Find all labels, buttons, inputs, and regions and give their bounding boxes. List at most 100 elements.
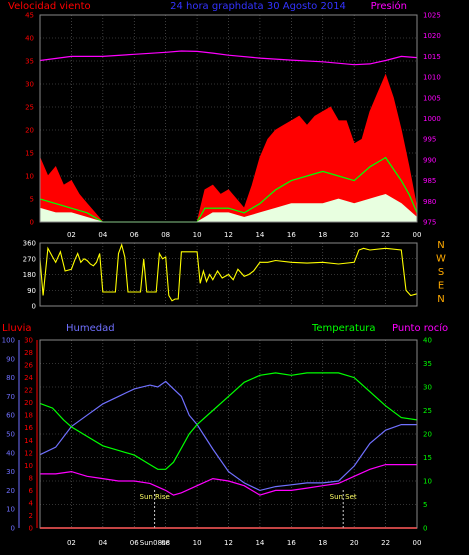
wind-average-line <box>39 156 418 223</box>
compass-label: N <box>437 294 444 305</box>
humidity-tick-label: 80 <box>6 374 15 382</box>
plot-frame <box>39 14 418 223</box>
humidity-tick-label: 90 <box>6 355 15 363</box>
rain-tick-label: 18 <box>24 412 33 420</box>
y2-tick-label: 1020 <box>423 32 441 40</box>
y-tick-label: 90 <box>27 287 36 295</box>
rain-tick-label: 26 <box>24 362 33 370</box>
rain-tick-label: 30 <box>24 337 33 345</box>
humidity-tick-label: 70 <box>6 393 15 401</box>
x-tick-label: 18 <box>318 231 327 239</box>
y-tick-label: 15 <box>25 150 34 158</box>
humidity-tick-label: 10 <box>6 506 15 514</box>
x-tick-label: 04 <box>98 231 107 239</box>
x-tick-label: 04 <box>98 539 107 547</box>
rain-tick-label: 22 <box>24 387 33 395</box>
y2-tick-label: 980 <box>423 198 436 206</box>
temperature-tick-label: 10 <box>423 478 432 486</box>
temperature-tick-label: 30 <box>423 384 432 392</box>
y2-tick-label: 1000 <box>423 115 441 123</box>
temperature-tick-label: 35 <box>423 360 432 368</box>
wind-direction-line <box>39 242 418 302</box>
y2-tick-label: 985 <box>423 177 436 185</box>
rain-tick-label: 0 <box>29 525 33 533</box>
x-tick-label: 22 <box>381 231 390 239</box>
temperature-tick-label: 40 <box>423 337 432 345</box>
humidity-line <box>39 380 417 492</box>
x-tick-label: 02 <box>67 231 76 239</box>
pressure-line <box>39 50 418 66</box>
y2-tick-label: 995 <box>423 136 436 144</box>
compass-label: E <box>438 281 444 292</box>
plot-frame <box>39 242 418 307</box>
rain-tick-label: 14 <box>24 437 33 445</box>
rain-tick-label: 2 <box>29 512 33 520</box>
x-tick-label: 14 <box>255 231 264 239</box>
rain-tick-label: 20 <box>24 399 33 407</box>
legend-rain: Lluvia <box>2 323 32 334</box>
x-tick-label: 20 <box>350 539 359 547</box>
rain-tick-label: 28 <box>24 349 33 357</box>
x-tick-label: 16 <box>287 539 296 547</box>
rain-tick-label: 6 <box>29 487 34 495</box>
y-tick-label: 20 <box>25 127 34 135</box>
x-tick-label: 12 <box>224 539 233 547</box>
rain-tick-label: 10 <box>24 462 33 470</box>
y-tick-label: 40 <box>25 35 34 43</box>
wind-speed-title: Velocidad viento <box>8 1 91 12</box>
rain-tick-label: 8 <box>29 474 33 482</box>
temperature-line <box>39 372 418 470</box>
sun-annotation: Sun Rise <box>140 493 170 501</box>
y2-tick-label: 975 <box>423 219 436 227</box>
x-tick-label: 06 <box>130 539 139 547</box>
x-tick-label: 10 <box>193 231 202 239</box>
x-tick-label: 14 <box>255 539 264 547</box>
humidity-tick-label: 50 <box>6 431 15 439</box>
x-tick-label: 16 <box>287 231 296 239</box>
x-tick-label: 02 <box>67 539 76 547</box>
rain-tick-label: 12 <box>24 449 33 457</box>
temperature-tick-label: 5 <box>423 501 427 509</box>
y2-tick-label: 1015 <box>423 53 441 61</box>
temperature-tick-label: 0 <box>423 525 427 533</box>
humidity-tick-label: 20 <box>6 487 15 495</box>
y-tick-label: 35 <box>25 58 34 66</box>
x-tick-label: 08 <box>161 231 170 239</box>
x-tick-label: 22 <box>381 539 390 547</box>
x-tick-label: 00 <box>413 539 422 547</box>
x-tick-label: 08 <box>161 539 170 547</box>
x-tick-label: 06 <box>130 231 139 239</box>
date-title: 24 hora graphdata 30 Agosto 2014 <box>170 1 346 12</box>
y-tick-label: 5 <box>30 196 34 204</box>
y-tick-label: 360 <box>23 240 36 248</box>
pressure-title: Presión <box>371 0 407 12</box>
dewpoint-line <box>40 464 417 496</box>
y-tick-label: 45 <box>25 12 34 20</box>
y-tick-label: 30 <box>25 81 34 89</box>
humidity-tick-label: 40 <box>6 449 15 457</box>
x-tick-label: 20 <box>350 231 359 239</box>
y-tick-label: 0 <box>30 219 34 227</box>
y-tick-label: 25 <box>25 104 34 112</box>
y-tick-label: 10 <box>25 173 34 181</box>
legend-dewpoint: Punto rocío <box>392 322 448 334</box>
y2-tick-label: 1010 <box>423 74 441 82</box>
x-tick-label: 18 <box>318 539 327 547</box>
compass-label: W <box>436 254 446 265</box>
wind-pressure-panel: 02 04 06 08 10 12 14 16 18 20 22 000510152025303540… <box>25 12 441 240</box>
y-tick-label: 270 <box>23 255 36 263</box>
x-tick-label: 12 <box>224 231 233 239</box>
y2-tick-label: 990 <box>423 156 436 164</box>
plot-frame <box>39 339 418 529</box>
x-tick-label: 10 <box>193 539 202 547</box>
wind-gust-area <box>39 73 418 223</box>
sun-time-label: Sun08sc <box>140 539 170 547</box>
compass-label: N <box>437 240 444 251</box>
sun-annotation: Sun Set <box>330 493 357 501</box>
legend-temperature: Temperatura <box>311 323 376 334</box>
temperature-tick-label: 25 <box>423 407 432 415</box>
temperature-tick-label: 15 <box>423 454 432 462</box>
rain-tick-label: 24 <box>24 374 33 382</box>
